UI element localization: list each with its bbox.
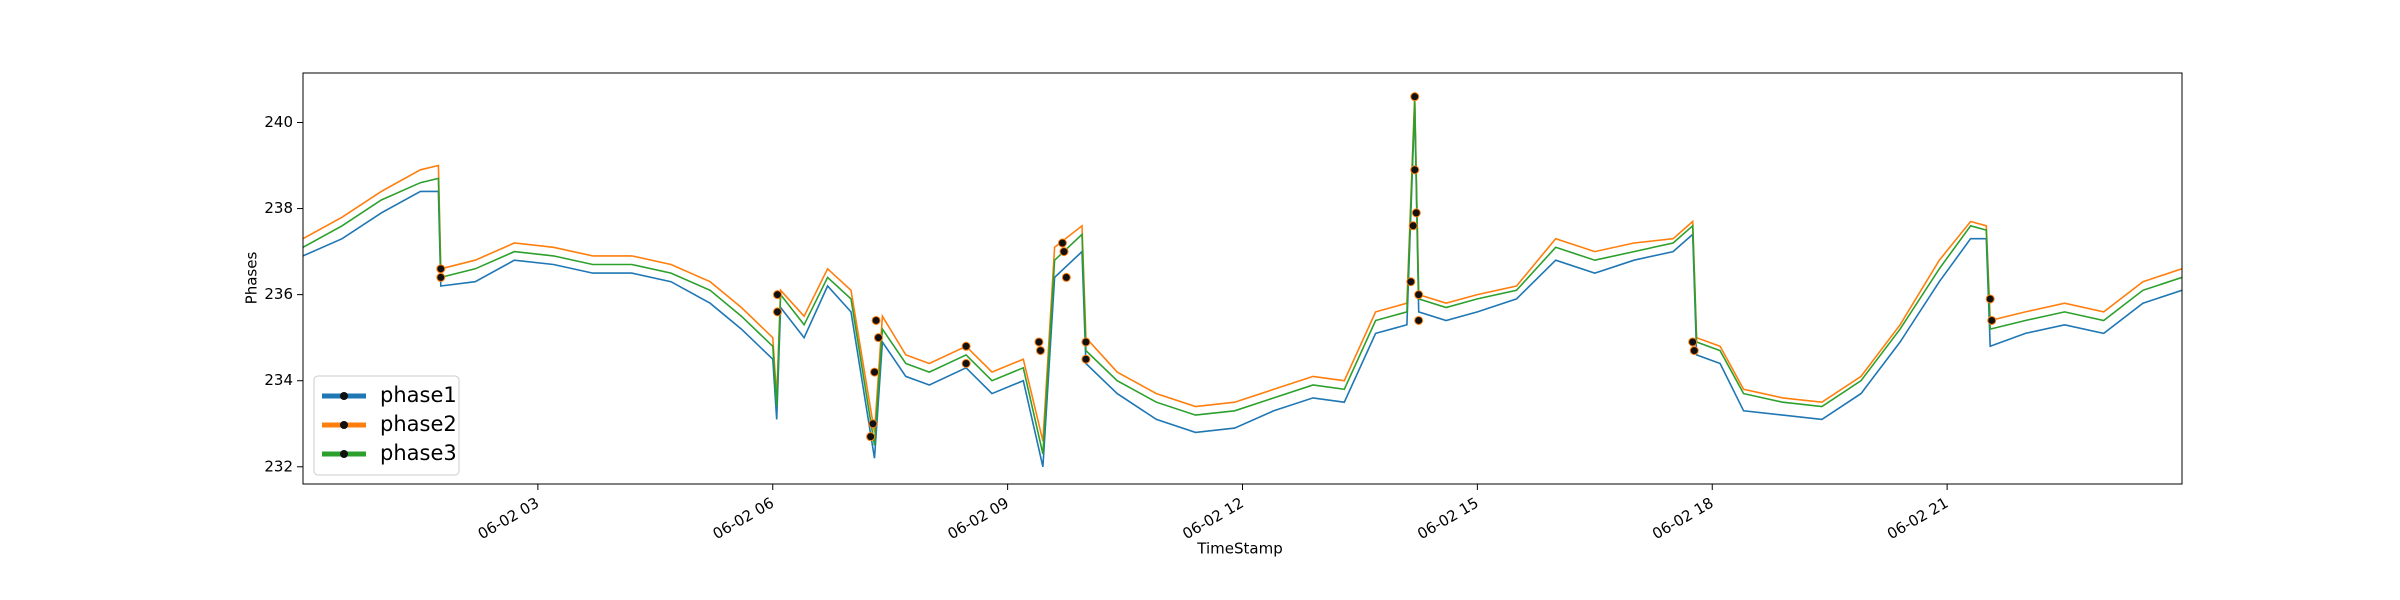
y-tick-label: 232	[264, 457, 293, 475]
anomaly-marker	[868, 419, 878, 429]
anomaly-marker	[961, 358, 971, 368]
anomaly-marker	[873, 333, 883, 343]
plot-area	[303, 92, 2182, 467]
anomaly-marker	[1410, 165, 1420, 175]
anomaly-marker	[436, 264, 446, 274]
anomaly-marker	[1034, 337, 1044, 347]
y-tick-label: 236	[264, 285, 293, 303]
anomaly-marker	[1036, 346, 1046, 356]
y-axis-label: Phases	[243, 252, 261, 305]
legend-label: phase3	[380, 441, 457, 465]
y-tick-label: 240	[264, 113, 293, 131]
legend-label: phase1	[380, 383, 457, 407]
y-tick-label: 238	[264, 199, 293, 217]
anomaly-marker	[1406, 277, 1416, 287]
anomaly-marker	[1414, 290, 1424, 300]
anomaly-marker	[436, 272, 446, 282]
anomaly-marker	[1411, 208, 1421, 218]
x-tick-label: 06-02 03	[475, 494, 542, 543]
series-line	[303, 96, 2182, 442]
anomaly-marker	[1410, 92, 1420, 102]
plot-frame	[302, 72, 2183, 485]
legend-marker	[340, 421, 348, 429]
x-axis-label: TimeStamp	[1196, 540, 1282, 558]
anomaly-marker	[1081, 337, 1091, 347]
anomaly-marker	[866, 432, 876, 442]
series-line	[303, 105, 2182, 467]
x-tick-label: 06-02 06	[710, 494, 777, 543]
anomaly-marker	[1987, 315, 1997, 325]
x-tick-label: 06-02 21	[1884, 494, 1951, 543]
anomaly-marker	[871, 315, 881, 325]
legend-marker	[340, 450, 348, 458]
x-tick-label: 06-02 18	[1649, 494, 1716, 543]
anomaly-marker	[1057, 238, 1067, 248]
anomaly-marker	[1081, 354, 1091, 364]
anomaly-marker	[772, 307, 782, 317]
x-tick-label: 06-02 09	[944, 494, 1011, 543]
anomaly-marker	[1689, 346, 1699, 356]
anomaly-marker	[1688, 337, 1698, 347]
legend-label: phase2	[380, 412, 457, 436]
anomaly-marker	[961, 341, 971, 351]
series-line	[303, 100, 2182, 455]
x-tick-label: 06-02 15	[1414, 494, 1481, 543]
anomaly-marker	[1059, 247, 1069, 257]
anomaly-marker	[1985, 294, 1995, 304]
x-tick-label: 06-02 12	[1179, 494, 1246, 543]
anomaly-marker	[1408, 221, 1418, 231]
anomaly-marker	[1414, 315, 1424, 325]
legend-marker	[340, 392, 348, 400]
anomaly-marker	[870, 367, 880, 377]
anomaly-marker	[1061, 272, 1071, 282]
y-tick-label: 234	[264, 371, 293, 389]
legend-box	[313, 375, 460, 476]
anomaly-marker	[772, 290, 782, 300]
